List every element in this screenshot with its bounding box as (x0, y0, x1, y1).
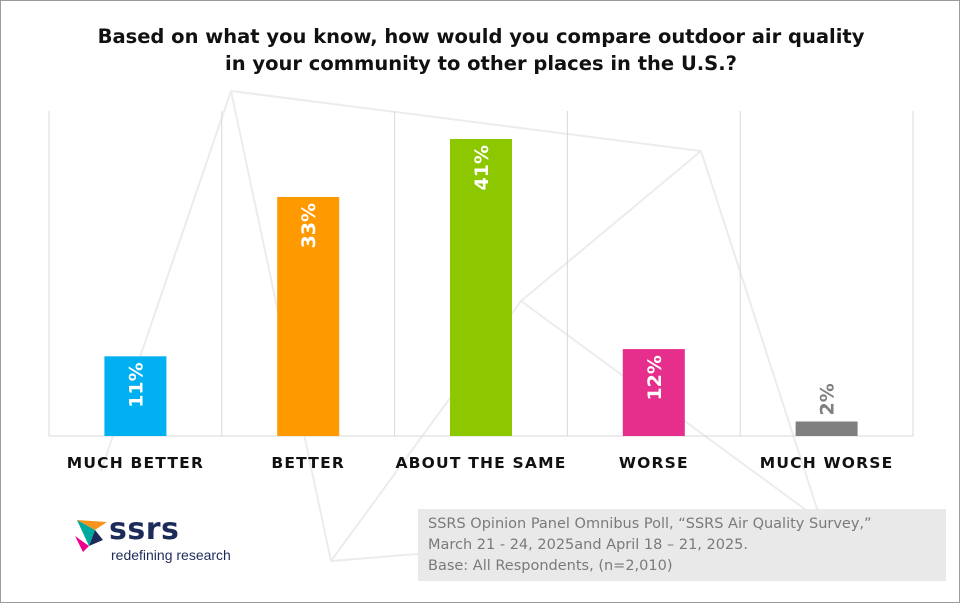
data-label: 2% (817, 383, 839, 415)
category-label: MUCH BETTER (67, 454, 204, 472)
ssrs-logo: ssrs redefining research (73, 512, 243, 566)
bar (795, 421, 858, 436)
category-label: ABOUT THE SAME (395, 454, 566, 472)
category-label: WORSE (619, 454, 689, 472)
logo-tagline: redefining research (111, 547, 231, 563)
source-line-2: March 21 - 24, 2025and April 18 – 21, 20… (428, 537, 749, 553)
chart-title: Based on what you know, how would you co… (97, 25, 865, 75)
category-label: MUCH WORSE (760, 454, 894, 472)
bar (277, 196, 340, 436)
source-note: SSRS Opinion Panel Omnibus Poll, “SSRS A… (418, 509, 946, 581)
category-label: BETTER (271, 454, 345, 472)
source-line-3: Base: All Respondents, (n=2,010) (428, 558, 673, 574)
data-label: 33% (298, 203, 320, 248)
bar (104, 356, 167, 436)
data-label: 12% (644, 355, 666, 400)
source-line-1: SSRS Opinion Panel Omnibus Poll, “SSRS A… (428, 516, 872, 532)
logo-wordmark: ssrs (109, 512, 180, 547)
data-label: 41% (471, 145, 493, 190)
ssrs-logo-mark (75, 520, 107, 552)
bar (450, 139, 512, 436)
data-label: 11% (125, 362, 147, 407)
bar (622, 349, 685, 436)
